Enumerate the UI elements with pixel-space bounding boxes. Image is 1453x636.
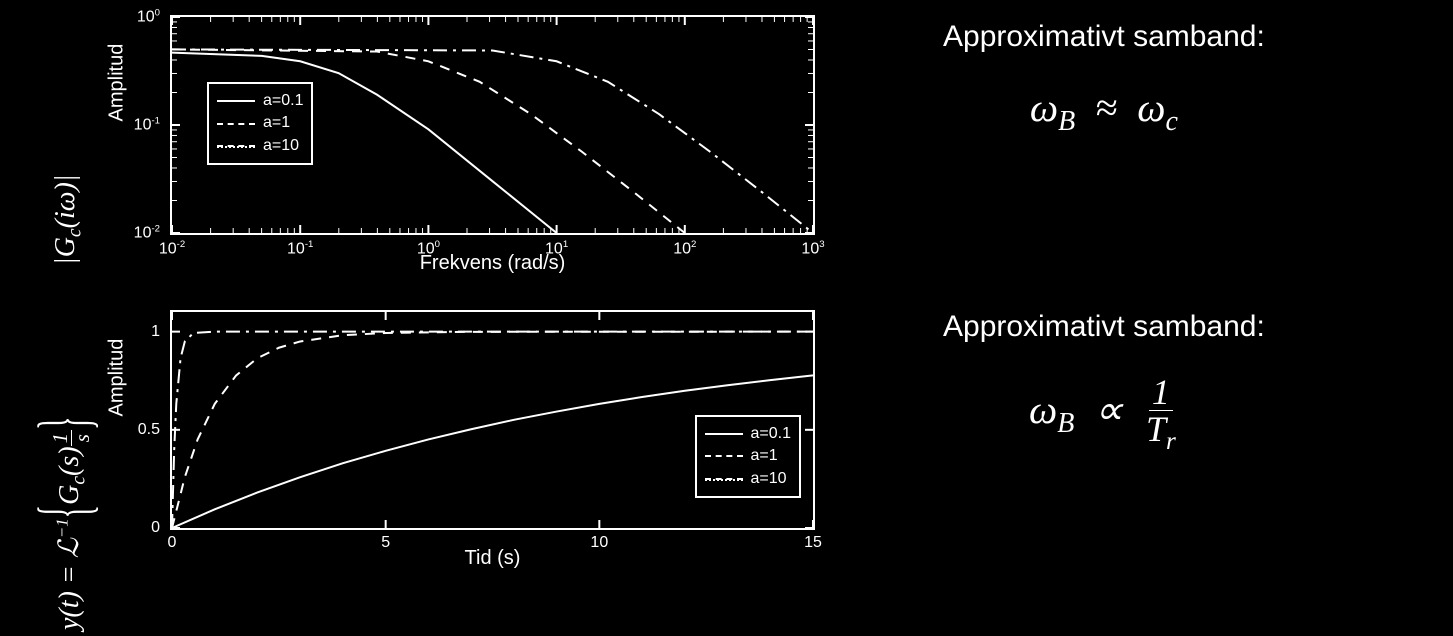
ytick-label: 0.5 [138, 421, 160, 439]
ylabel-top: Amplitud [106, 44, 129, 122]
ytick-label: 100 [137, 7, 160, 26]
approx-title-top: Approximativt samband: [943, 20, 1265, 54]
bode-chart: Amplitud a=0.1 a=1 a=10 10-210-110010-21… [170, 15, 815, 235]
xlabel-top: Frekvens (rad/s) [170, 252, 815, 275]
left-formula-column: |Gc(iω)| y(t) = ℒ−1{Gc(s)1s} [0, 0, 60, 636]
xlabel-bottom: Tid (s) [170, 547, 815, 570]
ytick-label: 10-1 [134, 115, 160, 134]
ylabel-bottom: Amplitud [106, 339, 129, 417]
formula-wb-wc: ωB ≈ ωc [943, 84, 1265, 138]
legend-item: a=0.1 [217, 90, 303, 112]
ytick-label: 0 [151, 519, 160, 537]
legend-top: a=0.1 a=1 a=10 [207, 82, 313, 165]
ytick-label: 1 [151, 323, 160, 341]
ytick-label: 10-2 [134, 223, 160, 242]
legend-item: a=0.1 [705, 423, 791, 445]
charts-region: Amplitud a=0.1 a=1 a=10 10-210-110010-21… [75, 0, 905, 636]
legend-item: a=10 [705, 468, 791, 490]
approx-block-top: Approximativt samband: ωB ≈ ωc [943, 20, 1265, 138]
legend-item: a=1 [217, 112, 303, 134]
step-chart: Amplitud a=0.1 a=1 a=10 00.51051015 Tid … [170, 310, 815, 530]
legend-item: a=1 [705, 445, 791, 467]
approx-title-bottom: Approximativt samband: [943, 310, 1265, 344]
right-formula-column: Approximativt samband: ωB ≈ ωc Approxima… [943, 20, 1423, 620]
formula-wb-tr: ωB ∝ 1Tr [943, 374, 1265, 454]
legend-item: a=10 [217, 135, 303, 157]
legend-bottom: a=0.1 a=1 a=10 [695, 415, 801, 498]
approx-block-bottom: Approximativt samband: ωB ∝ 1Tr [943, 310, 1265, 454]
